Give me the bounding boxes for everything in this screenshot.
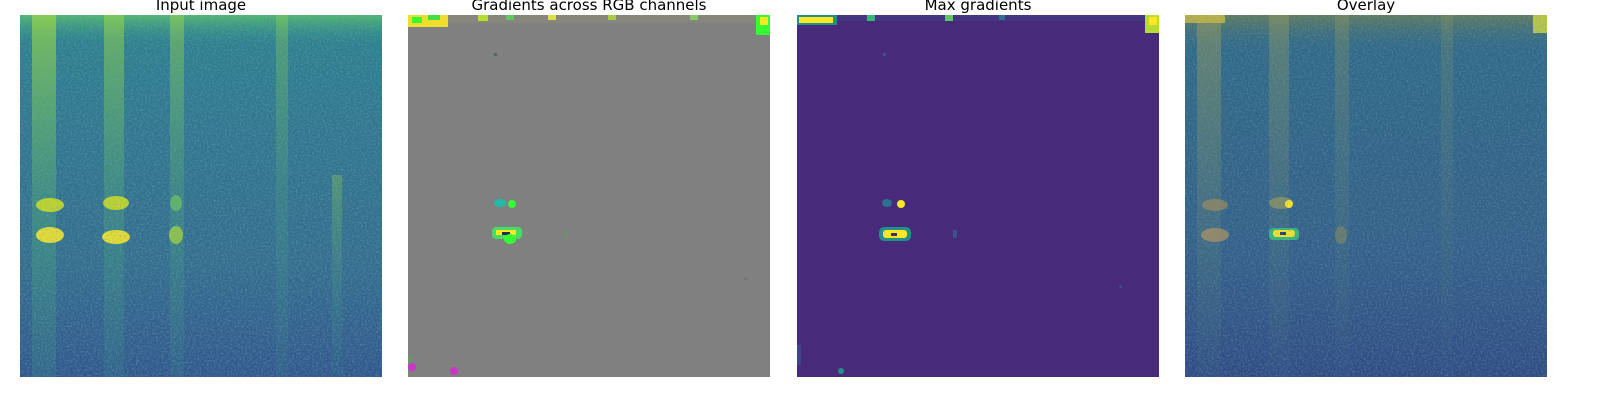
panel-overlay: Overlay	[1185, 0, 1547, 400]
panel-title: Overlay	[1336, 0, 1396, 14]
gradients-background	[408, 15, 770, 377]
panel-max-gradients: Max gradients	[797, 0, 1159, 400]
panel-title: Gradients across RGB channels	[471, 0, 707, 14]
gradient-hotspot	[494, 199, 506, 207]
panel-title: Max gradients	[924, 0, 1032, 14]
input-image	[20, 15, 382, 377]
max-gradients-background	[797, 15, 1159, 377]
panel-title: Input image	[155, 0, 247, 14]
gradient-hotspot	[882, 199, 892, 207]
max-gradients-image	[797, 15, 1159, 377]
overlay-image	[1185, 15, 1547, 377]
panel-input-image: Input image	[20, 0, 382, 400]
panel-rgb-gradients: Gradients across RGB channels	[408, 0, 770, 400]
rgb-gradients-image	[408, 15, 770, 377]
